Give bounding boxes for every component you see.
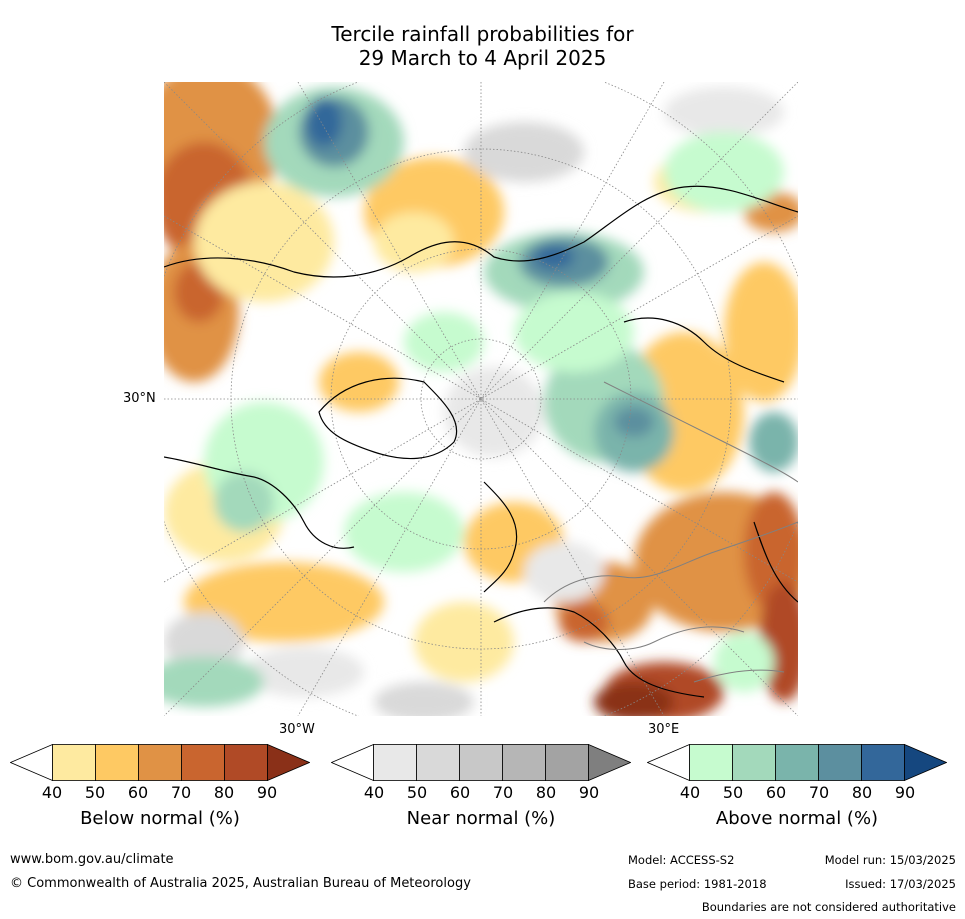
tick-below-40: 40 (41, 783, 63, 802)
colorbar-near-normal (331, 744, 631, 781)
colorbar-above-svg (647, 744, 947, 781)
colorbar-below-normal (10, 744, 310, 781)
colorbar-bin (689, 744, 733, 781)
copyright-text: © Commonwealth of Australia 2025, Austra… (10, 876, 471, 891)
colorbar-bin (545, 744, 589, 781)
colorbar-bin (775, 744, 819, 781)
tick-above-50: 50 (722, 783, 744, 802)
colorbar-title-near: Near normal (%) (406, 808, 556, 829)
tick-below-70: 70 (170, 783, 192, 802)
tick-near-70: 70 (492, 783, 514, 802)
model-run-text: Model run: 15/03/2025 (824, 853, 956, 867)
colorbar-above-normal (647, 744, 947, 781)
colorbar-bin (416, 744, 460, 781)
graticule (164, 82, 798, 716)
website-link[interactable]: www.bom.gov.au/climate (10, 852, 174, 867)
tick-near-80: 80 (535, 783, 557, 802)
tick-above-60: 60 (765, 783, 787, 802)
lat-label-30n: 30°N (123, 391, 156, 406)
issued-text: Issued: 17/03/2025 (845, 877, 956, 891)
tick-near-60: 60 (449, 783, 471, 802)
tick-near-40: 40 (363, 783, 385, 802)
colorbar-bin (818, 744, 862, 781)
colorbar-bin (373, 744, 417, 781)
colorbar-bin (502, 744, 546, 781)
colorbar-near-svg (331, 744, 631, 781)
map-title: Tercile rainfall probabilities for 29 Ma… (0, 22, 965, 70)
colorbar-title-below: Below normal (%) (80, 808, 240, 829)
colorbar-extend-high (267, 744, 310, 781)
tick-near-90: 90 (578, 783, 600, 802)
colorbar-bin (459, 744, 503, 781)
colorbar-bin (181, 744, 225, 781)
tick-above-70: 70 (808, 783, 830, 802)
colorbar-bin (95, 744, 139, 781)
probability-map (164, 82, 798, 716)
title-line-2: 29 March to 4 April 2025 (358, 46, 607, 70)
colorbar-extend-low (10, 744, 53, 781)
tick-below-60: 60 (127, 783, 149, 802)
title-line-1: Tercile rainfall probabilities for (331, 22, 634, 46)
colorbar-title-above: Above normal (%) (715, 808, 879, 829)
model-text: Model: ACCESS-S2 (628, 853, 735, 867)
tick-below-50: 50 (84, 783, 106, 802)
colorbar-extend-high (588, 744, 631, 781)
map-svg (164, 82, 798, 716)
base-period-text: Base period: 1981-2018 (628, 877, 767, 891)
colorbar-bin (52, 744, 96, 781)
coastlines (164, 185, 798, 698)
country-borders (543, 381, 798, 683)
tick-near-50: 50 (406, 783, 428, 802)
tick-below-80: 80 (213, 783, 235, 802)
tick-above-80: 80 (851, 783, 873, 802)
colorbar-extend-high (904, 744, 947, 781)
colorbar-bin (224, 744, 268, 781)
disclaimer-text: Boundaries are not considered authoritat… (701, 900, 956, 914)
tick-above-90: 90 (894, 783, 916, 802)
colorbar-bin (732, 744, 776, 781)
colorbar-bin (861, 744, 905, 781)
colorbar-bin (138, 744, 182, 781)
tick-above-40: 40 (679, 783, 701, 802)
colorbar-below-svg (10, 744, 310, 781)
lon-label-30e: 30°E (648, 722, 680, 737)
colorbar-extend-low (331, 744, 374, 781)
colorbar-extend-low (647, 744, 690, 781)
lon-label-30w: 30°W (279, 722, 315, 737)
tick-below-90: 90 (256, 783, 278, 802)
